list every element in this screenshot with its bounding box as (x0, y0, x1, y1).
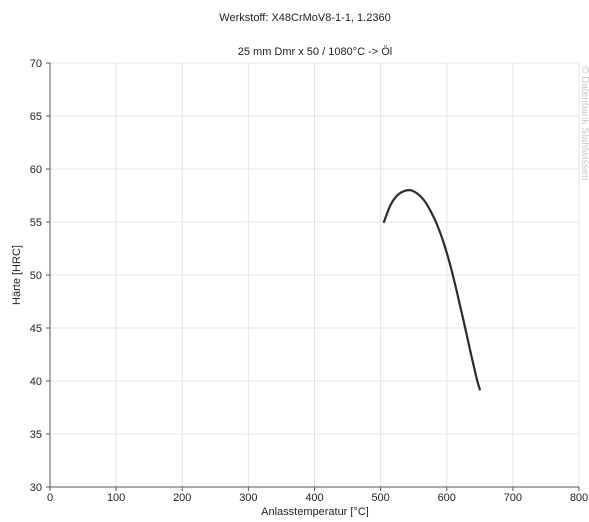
grid (49, 62, 580, 488)
watermark: © Datenbank Stahlwissen (579, 66, 589, 181)
x-tick-label: 700 (504, 492, 522, 504)
x-axis-label: Anlasstemperatur [°C] (261, 506, 369, 517)
y-tick-label: 40 (30, 376, 42, 388)
y-tick-label: 55 (30, 217, 42, 229)
x-tick-label: 500 (371, 492, 389, 504)
y-tick-label: 35 (30, 429, 42, 441)
x-tick-label: 100 (107, 492, 125, 504)
y-tick-label: 50 (30, 270, 42, 282)
x-tick-label: 400 (305, 492, 323, 504)
y-tick-label: 70 (30, 58, 42, 70)
chart-title: Werkstoff: X48CrMoV8-1-1, 1.2360 (219, 12, 390, 24)
chart-subtitle: 25 mm Dmr x 50 / 1080°C -> Öl (238, 46, 392, 58)
x-tick-label: 800 (570, 492, 588, 504)
series-layer (382, 188, 481, 391)
x-tick-label: 300 (239, 492, 257, 504)
series-line (382, 188, 481, 391)
y-tick-label: 45 (30, 323, 42, 335)
axes: 0 100 200 300 400 500 600 700 800 30 35 40 45 50 55 60 6… (30, 58, 588, 504)
x-tick-label: 200 (173, 492, 191, 504)
y-tick-label: 30 (30, 482, 42, 494)
y-tick-label: 60 (30, 164, 42, 176)
y-tick-label: 65 (30, 111, 42, 123)
x-tick-label: 0 (47, 492, 53, 504)
x-tick-label: 600 (438, 492, 456, 504)
y-axis-label: Härte [HRC] (11, 245, 23, 305)
